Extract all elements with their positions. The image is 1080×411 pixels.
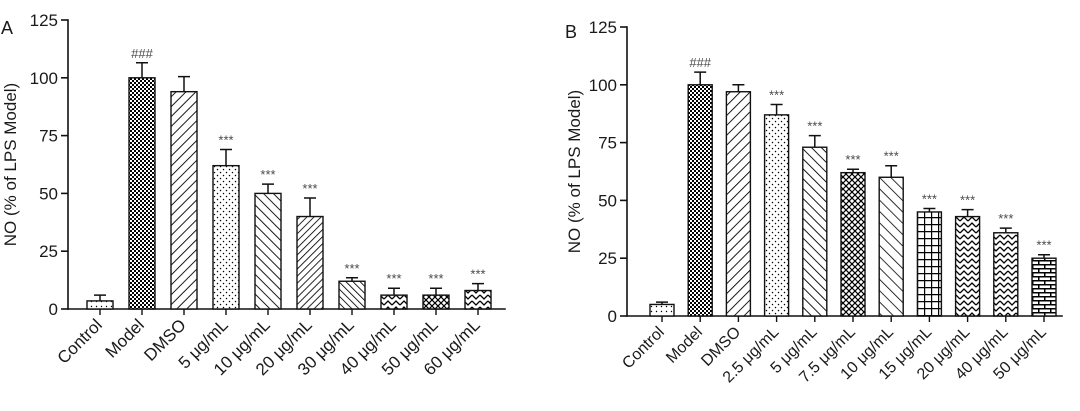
panel-a-bar-7 [380,294,408,310]
panel-a-y-tick-label-2: 50 [39,184,58,203]
panel-b-bar-0 [649,303,675,317]
panel-a-bar-5 [296,215,324,310]
panel-b-bar-3 [763,114,790,317]
panel-b-error-bar-9 [999,227,1012,233]
panel-a-y-tick-label-3: 75 [39,127,58,146]
panel-b-y-tick-label-1: 25 [598,249,617,268]
panel-a-x-tick-label-1: Model [102,315,148,361]
panel-a-error-bar-0 [94,294,106,301]
panel-b-significance-label-7: *** [922,191,937,206]
panel-b-error-bar-1 [694,71,707,85]
panel-b-bar-10 [1031,257,1057,317]
panel-b-error-bar-6 [885,164,898,178]
panel-a-bar-0 [86,300,114,310]
panel-b-y-tick-label-2: 50 [598,191,617,210]
panel-b-significance-label-4: *** [807,119,822,134]
panel-b-chart: B NO (% of LPS Model) 0 25 50 75 100 125 Control… [565,18,1063,386]
panel-b-bar-8 [954,215,981,317]
panel-b-significance-label-5: *** [845,152,860,167]
panel-b-bar-7 [916,211,943,317]
panel-b-y-tick-label-0: 0 [608,307,617,326]
panel-a-significance-label-1: ### [131,46,153,61]
panel-a-x-tick-label-0: Control [54,315,106,367]
panel-b-y-tick-label-3: 75 [598,134,617,153]
panel-a-y-tick-label-0: 0 [49,300,58,319]
panel-a-error-bar-2 [178,75,190,92]
panel-a-significance-label-5: *** [302,181,317,196]
panel-a-error-bar-3 [220,148,232,166]
panel-b-bar-9 [993,232,1019,317]
panel-a-bar-4 [254,192,282,310]
panel-b-significance-label-1: ### [689,55,711,70]
panel-b-significance-label-8: *** [960,193,975,208]
panel-b-bar-4 [802,146,828,317]
panel-b-y-axis-title: NO (% of LPS Model) [565,90,584,253]
panel-a-y-tick-label-1: 25 [39,242,58,261]
panel-b-significance-label-3: *** [769,87,784,102]
panel-b-x-tick-label-0: Control [619,324,667,372]
panel-b-bar-1 [687,84,713,317]
panel-b-bar-5 [840,171,866,317]
panel-a-bar-6 [338,280,366,310]
panel-a-significance-label-9: *** [470,267,485,282]
panel-a-error-bar-7 [388,287,400,296]
panel-b-error-bar-2 [732,84,745,92]
panel-a-error-bar-1 [136,62,148,78]
panel-b-y-tick-label-4: 100 [589,76,617,95]
panel-a-bar-8 [422,294,450,310]
panel-a-bar-3 [212,164,240,310]
panel-a-bar-9 [464,289,492,310]
panel-a-y-tick-label-5: 125 [30,11,58,30]
panel-b-significance-label-6: *** [884,149,899,164]
panel-a-significance-label-3: *** [218,132,233,147]
panel-b-y-tick-label-5: 125 [589,18,617,37]
panel-a-significance-label-4: *** [260,167,275,182]
panel-b-bar-2 [725,91,752,317]
panel-a-label: A [1,18,13,38]
panel-a-chart: A NO (% of LPS Model) 0 25 50 75 100 125 Control… [1,11,506,379]
panel-b-label: B [565,22,577,42]
panel-b-significance-label-10: *** [1036,238,1051,253]
panel-a-y-axis-title: NO (% of LPS Model) [1,83,20,246]
panel-a-error-bar-5 [304,197,316,217]
panel-a-bar-2 [170,90,198,310]
panel-a-significance-label-8: *** [428,271,443,286]
panel-a-y-tick-label-4: 100 [30,69,58,88]
panel-b-significance-label-9: *** [998,211,1013,226]
panel-a-significance-label-7: *** [386,271,401,286]
panel-b-error-bar-3 [770,103,783,115]
panel-b-error-bar-8 [961,208,974,217]
panel-a-error-bar-4 [262,183,274,194]
panel-a-significance-label-6: *** [344,261,359,276]
panel-b-bar-6 [878,176,904,317]
panel-a-error-bar-8 [430,287,442,296]
panel-a-error-bar-9 [472,282,484,291]
panel-b-error-bar-4 [808,134,821,148]
panel-a-bar-1 [128,77,156,310]
